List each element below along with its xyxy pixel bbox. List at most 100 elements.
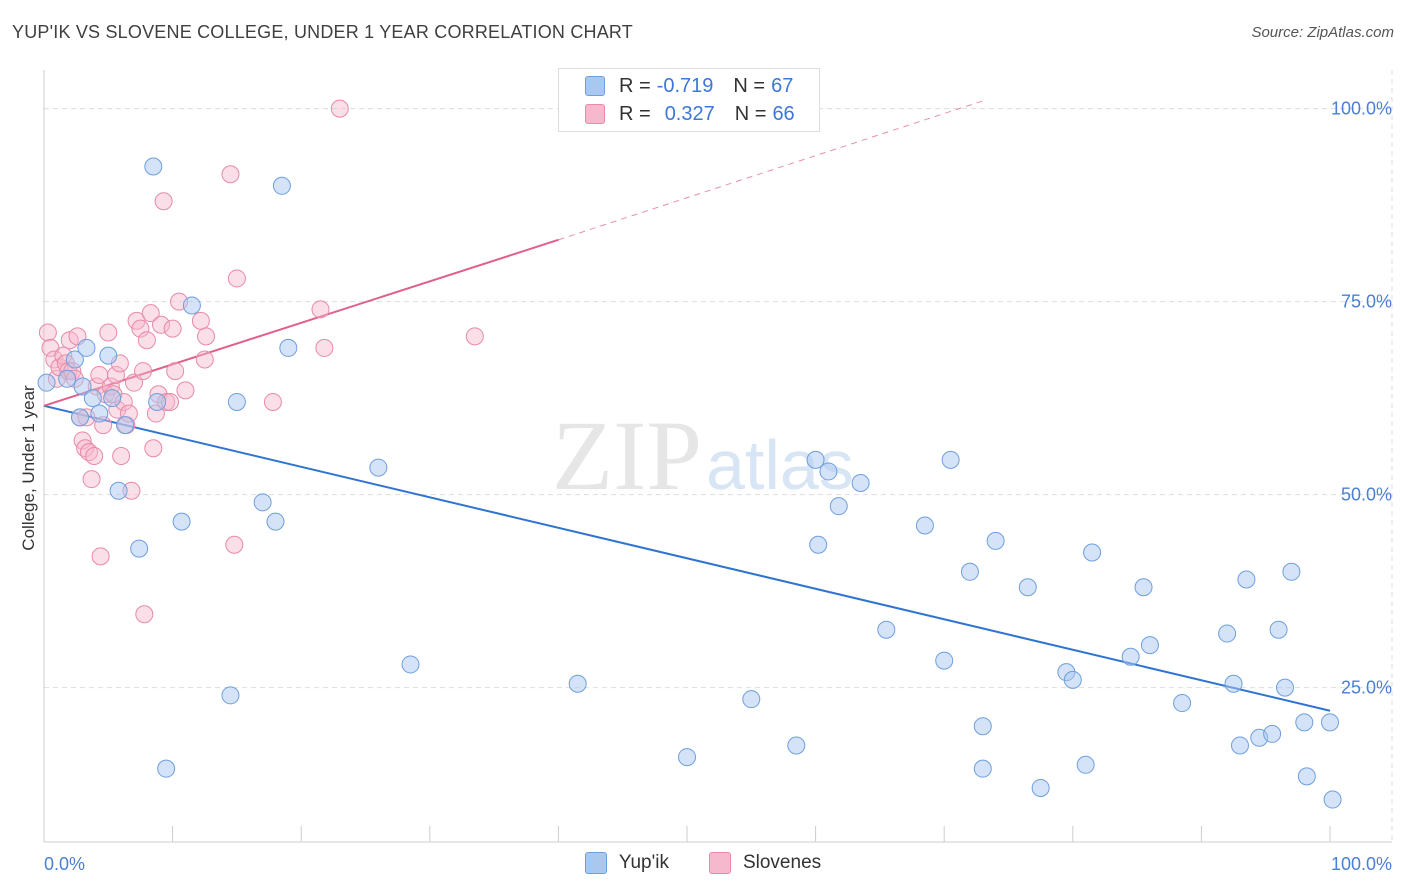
yupik-point [99, 346, 118, 365]
axes [43, 70, 1393, 843]
n-label: N = [733, 74, 766, 97]
yupik-point [227, 392, 246, 411]
slovene-point [152, 315, 171, 334]
yupik-point [986, 531, 1005, 550]
x-tick-label: 100.0% [1331, 854, 1392, 874]
yupik-point [742, 690, 761, 709]
yupik-point [1323, 790, 1342, 809]
yupik-point [1121, 647, 1140, 666]
yupik-point [915, 516, 934, 535]
yupik-point [1140, 636, 1159, 655]
yupik-point [877, 620, 896, 639]
x-tick-label: 0.0% [44, 854, 85, 874]
yupik-point [829, 497, 848, 516]
yupik-point [1230, 736, 1249, 755]
correlation-legend: R = -0.719 N = 67 R = 0.327 N = 66 [558, 68, 820, 132]
slovene-point [197, 327, 216, 346]
slovene-point [131, 319, 150, 338]
yupik-point [65, 350, 84, 369]
slovene-point [166, 362, 185, 381]
watermark-zip: ZIP [552, 400, 702, 511]
slovene-point [82, 470, 101, 489]
r-label: R = [619, 102, 651, 125]
chart-title: YUP'IK VS SLOVENE COLLEGE, UNDER 1 YEAR … [12, 22, 634, 42]
yupik-point [253, 493, 272, 512]
yupik-point [1224, 674, 1243, 693]
slovene-trend-line [43, 238, 559, 407]
yupik-point [1063, 670, 1082, 689]
yupik-point [1237, 570, 1256, 589]
yupik-point [221, 686, 240, 705]
y-tick-label: 25.0% [1341, 678, 1392, 698]
yupik-point [1321, 713, 1339, 732]
trend-lines [43, 100, 1331, 712]
r-value: 0.327 [664, 102, 715, 125]
yupik-point [272, 176, 291, 195]
grid [44, 108, 1392, 689]
y-axis-title: College, Under 1 year [19, 385, 38, 551]
slovene-point [263, 392, 282, 411]
slovene-legend-label: Slovenes [742, 852, 822, 873]
yupik-point [77, 338, 96, 357]
yupik-point [1173, 694, 1192, 713]
yupik-point [1295, 713, 1314, 732]
yupik-point [103, 389, 122, 408]
yupik-point [851, 474, 870, 493]
slovene-point [107, 365, 126, 384]
yupik-point [819, 462, 838, 481]
yupik-point [116, 416, 135, 435]
yupik-point [960, 562, 979, 581]
slovene-point [225, 535, 244, 554]
yupik-trend-line [43, 404, 1331, 712]
slovene-trend-extension [558, 100, 983, 241]
slovene-point [99, 323, 118, 342]
yupik-point [172, 512, 191, 531]
tick-labels: 25.0% 50.0% 75.0% 100.0% 0.0% 100.0% College, … [19, 99, 1392, 874]
yupik-point [1218, 624, 1237, 643]
slovene-point [85, 447, 104, 465]
legend-item-slovenes[interactable]: Slovenes [708, 852, 822, 874]
yupik-point [1083, 543, 1102, 562]
yupik-point [157, 759, 176, 778]
yupik-point [1076, 755, 1095, 774]
slovene-point [195, 350, 214, 369]
yupik-point [1263, 724, 1282, 743]
slovene-point [91, 547, 110, 566]
source-label: Source: ZipAtlas.com [1251, 24, 1394, 41]
yupik-point [369, 458, 388, 477]
yupik-point [1282, 562, 1301, 581]
slovene-point [176, 381, 195, 400]
slovene-point [144, 439, 163, 458]
slovene-point [112, 447, 131, 465]
yupik-point [182, 296, 201, 315]
slovene-point [330, 99, 349, 118]
yupik-point [73, 377, 92, 396]
slovene-point [311, 300, 330, 319]
y-tick-label: 100.0% [1331, 99, 1392, 119]
slovene-point [221, 165, 240, 184]
slovene-point [38, 323, 57, 342]
yupik-point [973, 717, 992, 736]
yupik-point [1018, 578, 1037, 597]
yupik-point [941, 450, 960, 469]
yupik-point [37, 373, 56, 392]
legend-item-yupik[interactable]: Yup'ik [584, 852, 669, 874]
yupik-point [787, 736, 806, 755]
y-tick-label: 75.0% [1341, 292, 1392, 312]
yupik-point [935, 651, 954, 670]
n-value: 67 [771, 74, 794, 97]
yupik-point [568, 674, 587, 693]
yupik-point [678, 748, 696, 767]
r-label: R = [619, 74, 651, 97]
slovene-point [163, 319, 182, 338]
yupik-legend-swatch [584, 852, 607, 874]
yupik-point [1297, 767, 1316, 786]
slovene-point [137, 331, 156, 350]
slovene-legend-swatch [708, 852, 731, 874]
yupik-point [1275, 678, 1294, 697]
yupik-point [1269, 620, 1288, 639]
slovene-point [154, 192, 173, 211]
slovene-point [141, 304, 160, 323]
yupik-point [90, 404, 109, 423]
yupik-point [71, 408, 90, 427]
